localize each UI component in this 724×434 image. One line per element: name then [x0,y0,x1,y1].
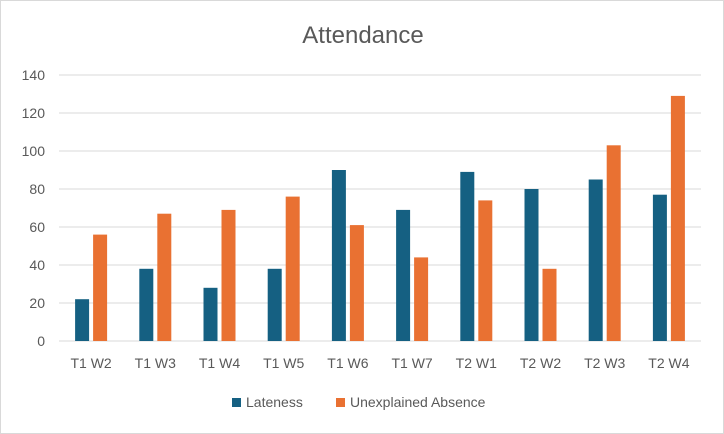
x-tick-label: T2 W1 [456,355,497,371]
bar-lateness [396,209,411,341]
bar-unexplained-absence [93,234,108,341]
legend-swatch [336,398,345,407]
bar-unexplained-absence [414,257,429,341]
gridlines [59,74,701,342]
legend: Lateness Unexplained Absence [232,394,486,410]
x-tick-label: T1 W6 [327,355,368,371]
bar-unexplained-absence [157,213,172,341]
x-tick-label: T1 W5 [263,355,304,371]
bar-unexplained-absence [221,209,236,341]
bar-unexplained-absence [349,225,364,341]
y-tick-label: 80 [29,181,45,197]
bar-lateness [524,189,539,341]
x-tick-label: T1 W2 [70,355,111,371]
bar-unexplained-absence [670,95,685,342]
legend-label: Lateness [246,394,303,410]
x-tick-label: T1 W4 [199,355,240,371]
bar-lateness [460,171,475,341]
x-tick-label: T2 W3 [584,355,625,371]
y-tick-label: 40 [29,257,45,273]
bar-unexplained-absence [285,196,300,341]
x-tick-label: T1 W3 [135,355,176,371]
bar-lateness [267,268,282,341]
y-tick-label: 120 [22,105,46,121]
legend-swatch [232,398,241,407]
x-axis-ticks: T1 W2 T1 W3 T1 W4 T1 W5 T1 W6 T1 W7 T2 W1 T2 W2… [70,355,689,371]
legend-label: Unexplained Absence [350,394,486,410]
y-tick-label: 60 [29,219,45,235]
bar-unexplained-absence [542,268,557,341]
x-tick-label: T2 W2 [520,355,561,371]
bar-lateness [652,194,667,341]
bar-lateness [588,179,603,341]
bar-unexplained-absence [478,200,493,341]
y-tick-label: 100 [22,143,46,159]
bars [75,95,685,342]
x-tick-label: T1 W7 [391,355,432,371]
x-tick-label: T2 W4 [648,355,689,371]
y-tick-label: 140 [22,67,46,83]
bar-unexplained-absence [606,145,621,341]
chart-title: Attendance [302,22,423,49]
bar-lateness [139,268,154,341]
y-tick-label: 0 [37,333,45,349]
bar-lateness [75,299,90,341]
y-axis-ticks: 0 20 40 60 80 100 120 140 [22,67,46,349]
y-tick-label: 20 [29,295,45,311]
bar-lateness [331,170,346,341]
bar-lateness [203,287,218,341]
